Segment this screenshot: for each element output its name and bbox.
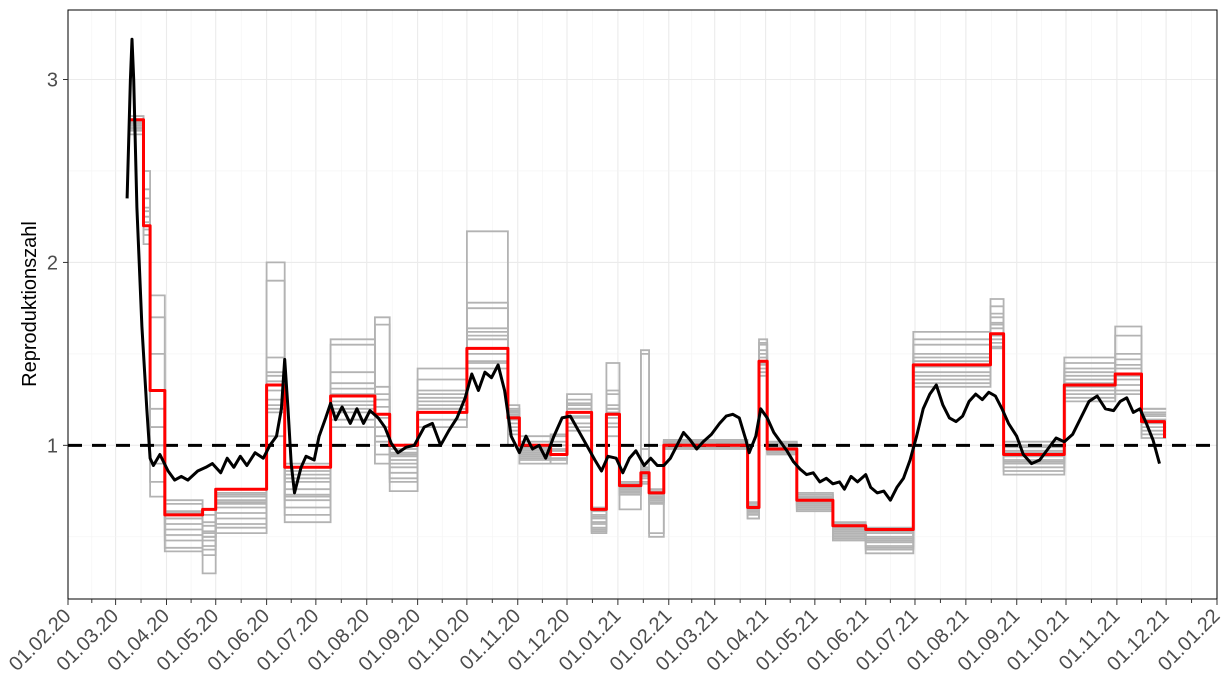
panel-border: [67, 9, 1218, 600]
panel-background: [68, 10, 1217, 599]
series-lines: [125, 37, 1166, 531]
series-line-black: [125, 37, 1161, 502]
y-tick-label: 2: [47, 252, 58, 274]
y-tick-label: 1: [47, 435, 58, 457]
series-line-red: [130, 118, 1166, 531]
y-axis-title: Reproduktionszahl: [19, 221, 41, 387]
y-tick-label: 3: [47, 70, 58, 92]
